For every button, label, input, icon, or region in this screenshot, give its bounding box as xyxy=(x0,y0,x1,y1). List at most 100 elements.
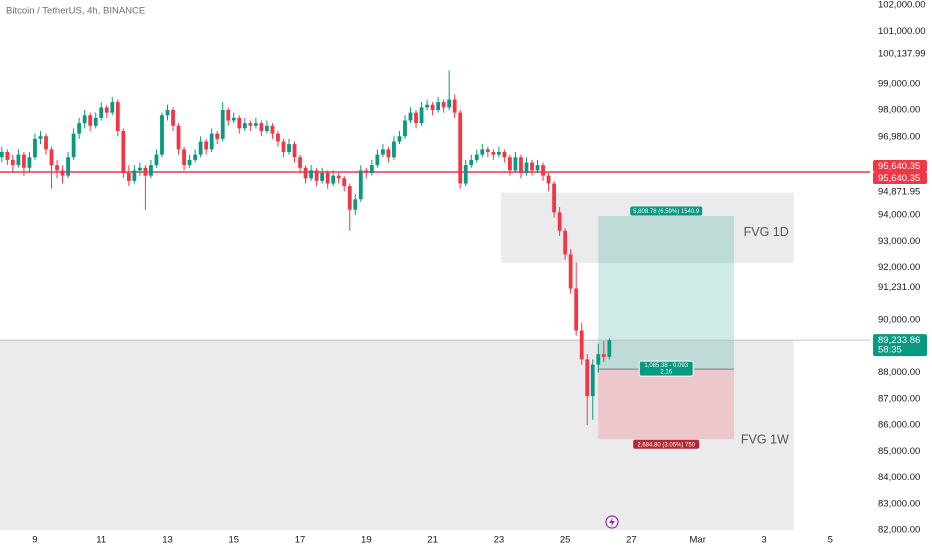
hline-label: 95,640.35 xyxy=(878,161,920,172)
candle-body xyxy=(276,133,280,142)
candle-body xyxy=(60,170,65,176)
candle-body xyxy=(397,136,402,142)
x-tick-label: 5 xyxy=(828,535,833,546)
candle-body xyxy=(0,152,4,158)
candle-body xyxy=(160,115,164,155)
candle-body xyxy=(281,141,286,153)
candle-body xyxy=(137,167,142,171)
candle-body xyxy=(447,99,452,108)
candle-body xyxy=(5,152,10,160)
candle-body xyxy=(524,162,529,174)
candle-body xyxy=(287,144,291,153)
candle-body xyxy=(309,170,313,179)
x-tick-label: 9 xyxy=(32,535,37,546)
candle-body xyxy=(508,157,512,171)
candle-body xyxy=(27,157,32,168)
target-label: 5,808.78 (6.59%) 1540.9 xyxy=(633,209,700,215)
candle-body xyxy=(265,125,269,132)
target-zone xyxy=(598,216,735,370)
candle-body xyxy=(104,107,109,113)
candle-body xyxy=(325,173,330,184)
stop-label-bg xyxy=(633,439,700,449)
candle-body xyxy=(375,154,380,166)
candle-body xyxy=(530,162,534,171)
candle-body xyxy=(535,165,540,171)
current-price-bg xyxy=(873,334,927,357)
candle-body xyxy=(71,133,76,158)
y-tick-label: 92,000.00 xyxy=(878,262,920,273)
y-tick-label: 101,000.00 xyxy=(878,26,926,37)
candle-body xyxy=(88,115,93,126)
candle-body xyxy=(369,165,374,174)
candle-body xyxy=(347,186,352,210)
price-label: 94,871.95 xyxy=(878,187,920,198)
candle-body xyxy=(425,104,429,108)
y-tick-label: 85,000.00 xyxy=(878,446,920,457)
candle-body xyxy=(182,149,186,166)
candle-body xyxy=(491,152,496,155)
x-tick-label: 11 xyxy=(96,535,106,546)
candle-body xyxy=(22,154,26,168)
candle-body xyxy=(93,117,98,126)
candle-body xyxy=(171,110,175,126)
candle-body xyxy=(292,144,297,158)
candle-body xyxy=(82,115,87,124)
candle-body xyxy=(270,125,275,134)
candle-body xyxy=(187,159,192,166)
candle-body xyxy=(220,110,225,139)
target-label-bg xyxy=(630,206,703,216)
candle-body xyxy=(463,165,468,184)
y-tick-label: 87,000.00 xyxy=(878,393,920,404)
price-label: 100,137.99 xyxy=(878,48,926,59)
current-price-label: 89,233.86 xyxy=(878,335,920,346)
candle-body xyxy=(193,154,198,160)
candle-body xyxy=(237,117,242,129)
y-tick-label: 82,000.00 xyxy=(878,525,920,536)
candle-body xyxy=(452,99,457,113)
candle-body xyxy=(480,149,485,155)
candle-body xyxy=(441,102,446,108)
candle-body xyxy=(253,123,258,126)
x-tick-label: 21 xyxy=(427,535,438,546)
candle-body xyxy=(607,340,612,357)
candle-body xyxy=(110,102,115,113)
hline-label-bg xyxy=(873,159,927,172)
candle-body xyxy=(176,125,181,150)
candle-body xyxy=(55,165,59,171)
candle-body xyxy=(248,123,253,126)
candle-body xyxy=(10,159,15,166)
candle-body xyxy=(430,104,435,110)
price-axis xyxy=(870,0,932,550)
candle-body xyxy=(585,359,590,397)
candle-body xyxy=(557,212,562,231)
candle-body xyxy=(552,183,556,213)
candle-body xyxy=(496,152,501,155)
price-label: 96,980.00 xyxy=(878,131,920,142)
candle-body xyxy=(601,354,606,357)
x-tick-label: 15 xyxy=(228,535,239,546)
candle-body xyxy=(392,141,396,158)
candle-body xyxy=(403,120,407,137)
candle-body xyxy=(541,165,545,176)
candle-body xyxy=(568,254,573,289)
x-tick-label: 17 xyxy=(295,535,306,546)
candle-body xyxy=(259,123,264,132)
candle-body xyxy=(358,170,363,200)
candle-body xyxy=(33,138,37,158)
candle-body xyxy=(44,136,48,150)
candle-body xyxy=(49,149,54,166)
hline-label: 95,640.35 xyxy=(878,173,920,184)
x-tick-label: 23 xyxy=(494,535,505,546)
candle-body xyxy=(242,123,247,129)
candle-body xyxy=(99,107,104,118)
candle-body xyxy=(132,170,137,181)
candle-body xyxy=(149,165,153,176)
price-label: 91,231.00 xyxy=(878,282,920,293)
entry-label: 1,085.38 - 0.093 xyxy=(644,363,688,369)
candle-body xyxy=(513,157,518,171)
zone-label: FVG 1D xyxy=(744,225,789,239)
candle-body xyxy=(204,141,209,150)
candle-body xyxy=(38,136,43,139)
candle-body xyxy=(121,131,126,174)
y-tick-label: 99,000.00 xyxy=(878,78,920,89)
